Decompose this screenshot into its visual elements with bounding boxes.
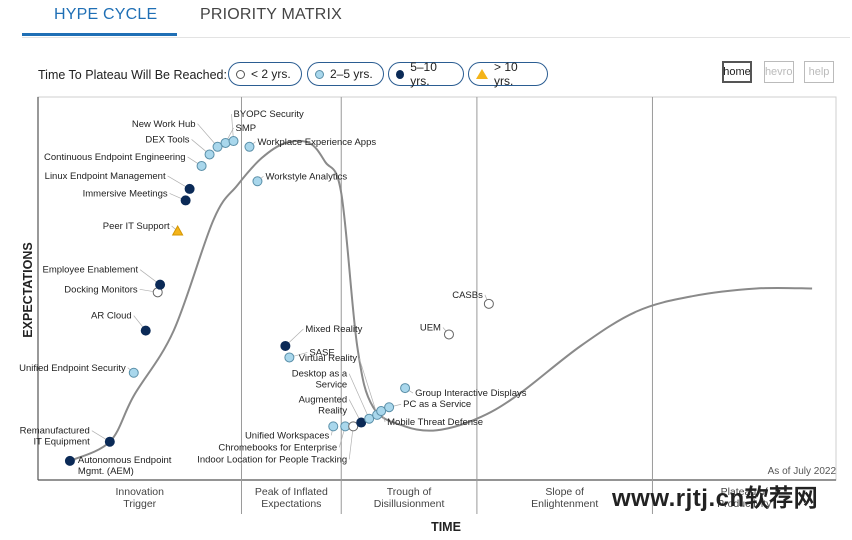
point-marker[interactable]	[140, 325, 151, 336]
point-marker[interactable]	[376, 406, 387, 417]
point-label: Augmented	[299, 395, 348, 406]
leader-line	[348, 373, 370, 419]
point-marker[interactable]	[155, 279, 166, 290]
point-label: Virtual Reality	[299, 353, 358, 364]
point-label: IT Equipment	[33, 437, 90, 448]
help-button[interactable]: help	[804, 61, 834, 83]
tab-priority-matrix[interactable]: PRIORITY MATRIX	[200, 6, 342, 23]
point-label: Reality	[318, 406, 347, 417]
point-label: Peer IT Support	[103, 221, 170, 232]
tab-bar: HYPE CYCLE PRIORITY MATRIX	[0, 0, 852, 40]
point-label: SMP	[236, 123, 257, 134]
point-marker[interactable]	[196, 160, 207, 171]
point-label: Mgmt. (AEM)	[78, 466, 134, 477]
point-marker[interactable]	[356, 417, 367, 428]
leader-line	[197, 123, 218, 148]
as-of-note: As of July 2022	[768, 466, 837, 477]
hype-curve	[69, 139, 813, 462]
legend-item-label: 2–5 yrs.	[330, 67, 373, 81]
point-marker[interactable]	[171, 225, 184, 236]
point-marker[interactable]	[228, 136, 239, 147]
point-label: Continuous Endpoint Engineering	[44, 152, 186, 163]
point-label: Workplace Experience Apps	[257, 137, 376, 148]
point-marker[interactable]	[252, 176, 263, 187]
point-label: Service	[315, 380, 347, 391]
phase-label: Peak of Inflated	[255, 486, 328, 498]
phase-label: Expectations	[261, 498, 321, 510]
point-label: Autonomous Endpoint	[78, 455, 172, 466]
tab-hype-cycle[interactable]: HYPE CYCLE	[54, 6, 158, 23]
point-label: PC as a Service	[403, 399, 471, 410]
point-marker[interactable]	[348, 421, 359, 432]
phase-label: Innovation	[116, 486, 165, 498]
phase-label: Enlightenment	[531, 498, 598, 510]
point-marker[interactable]	[364, 413, 375, 424]
active-tab-indicator	[22, 33, 177, 36]
point-label: Desktop as a	[292, 369, 348, 380]
dark-blue-circle-icon	[396, 69, 405, 79]
point-marker[interactable]	[244, 141, 255, 152]
point-label: Mobile Threat Defense	[387, 417, 483, 428]
point-label: Docking Monitors	[64, 284, 138, 295]
legend-filter-lt2[interactable]: < 2 yrs.	[228, 62, 302, 86]
legend-filter-gt10[interactable]: > 10 yrs.	[468, 60, 548, 88]
x-axis-label: TIME	[431, 520, 461, 534]
point-marker[interactable]	[64, 455, 75, 466]
point-label: CASBs	[452, 290, 483, 301]
legend-title: Time To Plateau Will Be Reached:	[38, 68, 227, 82]
phase-label: Disillusionment	[374, 498, 445, 510]
phase-label: Slope of	[545, 486, 584, 498]
watermark: www.rjtj.cn软荐网	[612, 485, 819, 512]
phase-label: Productivity	[717, 498, 772, 510]
point-label: DEX Tools	[145, 134, 189, 145]
tab-divider	[22, 37, 850, 38]
leader-line	[348, 426, 354, 460]
point-marker[interactable]	[280, 340, 291, 351]
point-marker[interactable]	[180, 195, 191, 206]
open-circle-icon	[236, 69, 245, 79]
point-label: Unified Workspaces	[245, 430, 330, 441]
chevron-button[interactable]: chevron	[764, 61, 794, 83]
point-marker[interactable]	[483, 298, 494, 309]
point-label: Employee Enablement	[43, 265, 139, 276]
point-marker[interactable]	[212, 141, 223, 152]
light-blue-circle-icon	[315, 69, 324, 79]
point-marker[interactable]	[384, 402, 395, 413]
home-button[interactable]: home	[722, 61, 752, 83]
phase-label: Plateau of	[721, 486, 768, 498]
legend-item-label: < 2 yrs.	[251, 67, 291, 81]
legend-item-label: > 10 yrs.	[494, 60, 518, 88]
yellow-triangle-icon	[476, 69, 488, 79]
point-label: Linux Endpoint Management	[45, 171, 166, 182]
point-marker[interactable]	[328, 421, 339, 432]
point-label: Mixed Reality	[305, 324, 362, 335]
point-marker[interactable]	[128, 367, 139, 378]
point-label: UEM	[420, 322, 441, 333]
point-label: Indoor Location for People Tracking	[197, 454, 347, 465]
y-axis-label: EXPECTATIONS	[21, 242, 35, 337]
point-marker[interactable]	[400, 383, 411, 394]
point-marker[interactable]	[284, 352, 295, 363]
point-label: New Work Hub	[132, 119, 196, 130]
point-marker[interactable]	[443, 329, 454, 340]
point-label: Chromebooks for Enterprise	[218, 442, 337, 453]
point-marker[interactable]	[184, 183, 195, 194]
point-label: Group Interactive Displays	[415, 388, 527, 399]
phase-label: Trough of	[387, 486, 432, 498]
point-label: Workstyle Analytics	[265, 171, 347, 182]
legend-filter-2to5[interactable]: 2–5 yrs.	[307, 62, 384, 86]
point-label: BYOPC Security	[234, 109, 304, 120]
point-label: Remanufactured	[20, 426, 90, 437]
phase-label: Trigger	[123, 498, 156, 510]
point-label: Unified Endpoint Security	[19, 363, 126, 374]
point-label: SASE	[309, 347, 334, 358]
legend-item-label: 5–10 yrs.	[410, 60, 437, 88]
point-label: AR Cloud	[91, 311, 132, 322]
point-marker[interactable]	[204, 149, 215, 160]
legend-filter-5to10[interactable]: 5–10 yrs.	[388, 60, 464, 88]
leader-line	[358, 357, 378, 415]
point-marker[interactable]	[104, 436, 115, 447]
point-label: Immersive Meetings	[83, 188, 168, 199]
